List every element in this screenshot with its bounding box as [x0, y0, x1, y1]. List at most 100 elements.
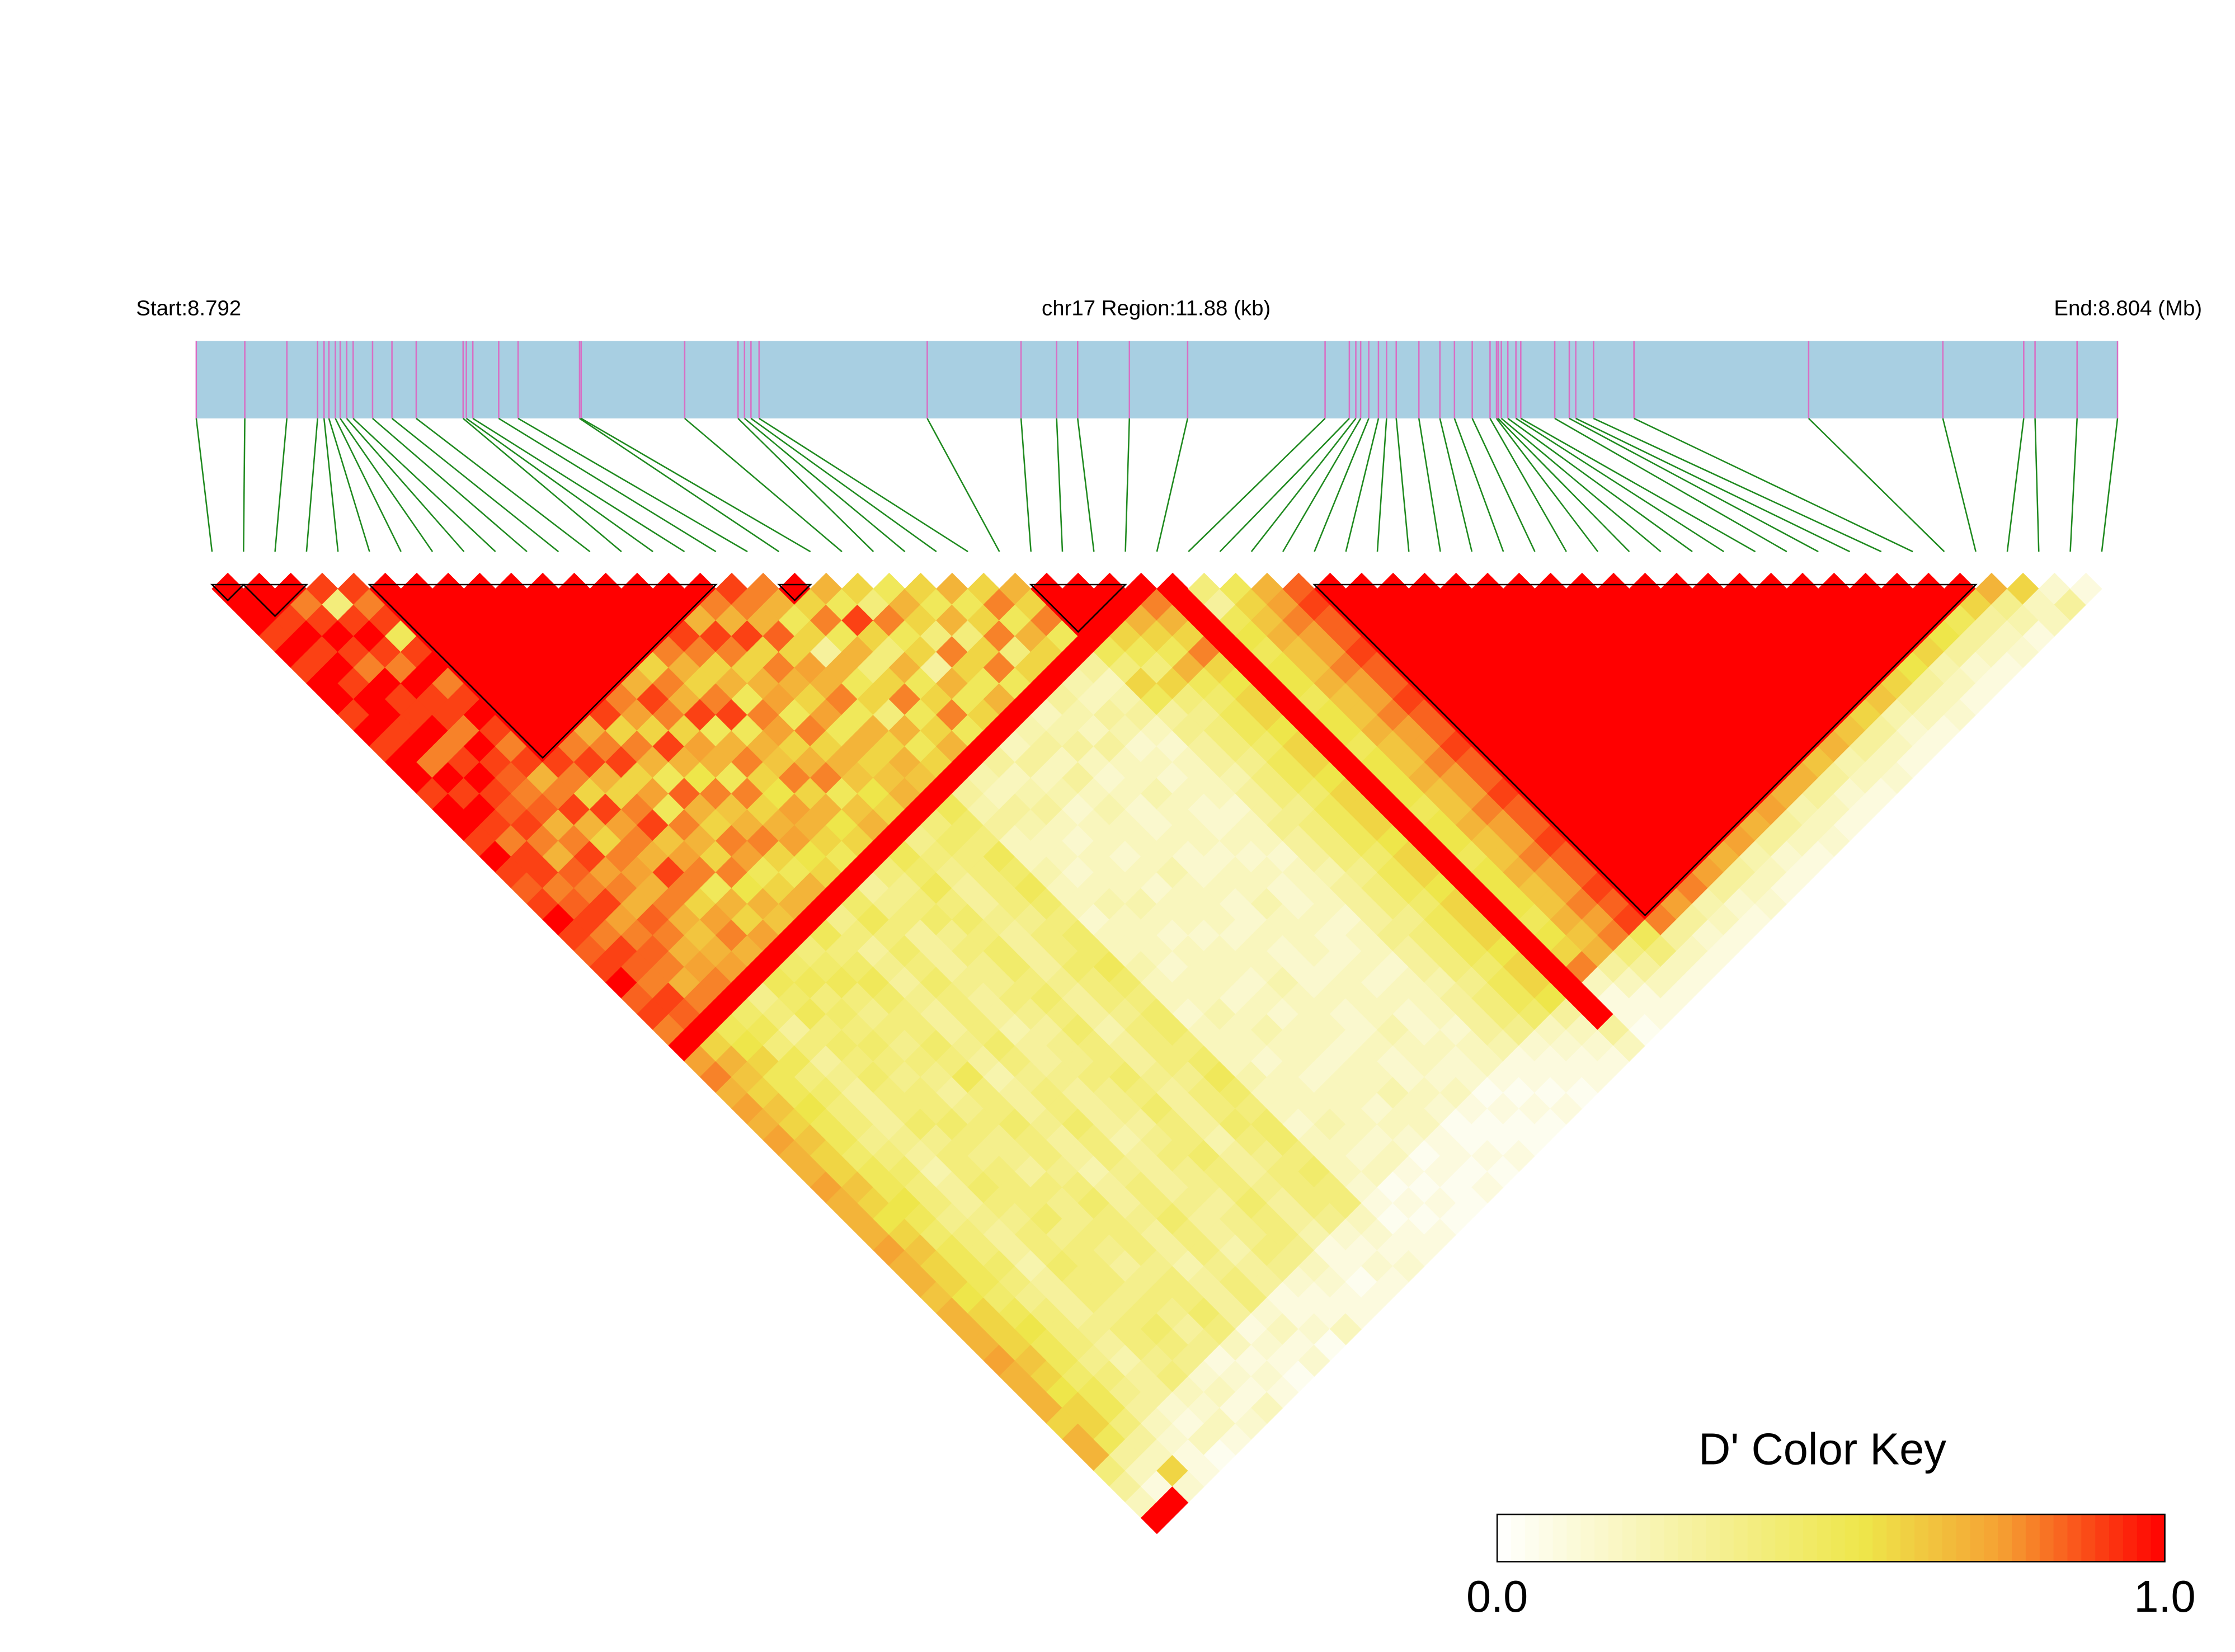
snp-connector — [1575, 417, 1851, 553]
color-key-step — [1552, 1514, 1568, 1562]
snp-connector — [759, 417, 968, 553]
snp-connector — [1634, 417, 1913, 553]
snp-connector — [195, 418, 213, 552]
color-key-step — [2012, 1514, 2026, 1562]
snp-connector — [1077, 418, 1095, 552]
snp-connector — [1188, 418, 1326, 553]
haplotype-block — [368, 583, 718, 759]
region-label: chr17 Region:11.88 (kb) — [1042, 296, 1271, 321]
snp-connector — [737, 418, 874, 553]
color-key-step — [1858, 1514, 1874, 1562]
color-key-step — [1956, 1514, 1971, 1562]
snp-connector — [1418, 418, 1441, 552]
color-key-step — [1678, 1514, 1692, 1562]
position-track — [196, 341, 2118, 418]
snp-connector — [243, 418, 246, 552]
snp-connector — [744, 417, 906, 553]
color-key-title: D' Color Key — [1698, 1424, 1946, 1474]
color-key-step — [1733, 1514, 1748, 1562]
color-key-step — [1594, 1514, 1609, 1562]
start-label: Start:8.792 — [136, 296, 241, 321]
color-key-step — [2067, 1514, 2082, 1562]
color-key-step — [2151, 1514, 2166, 1562]
color-key-step — [1580, 1514, 1595, 1562]
snp-connector — [1219, 418, 1350, 552]
color-key-step — [1803, 1514, 1818, 1562]
snp-connector — [1395, 418, 1410, 552]
color-key-step — [1636, 1514, 1651, 1562]
snp-connector — [462, 417, 622, 553]
snp-connector — [2034, 418, 2040, 552]
snp-connector — [2006, 418, 2025, 552]
snp-connector — [1515, 417, 1724, 553]
color-key-step — [1497, 1514, 1512, 1562]
snp-connector — [1495, 418, 1599, 552]
color-key-step — [1719, 1514, 1734, 1562]
snp-connector — [684, 417, 843, 553]
color-key-step — [1928, 1514, 1943, 1562]
color-key-step — [1789, 1514, 1804, 1562]
snp-connector — [1250, 418, 1357, 552]
snp-connector — [352, 417, 496, 553]
color-key-step — [1524, 1514, 1540, 1562]
color-key-step — [1942, 1514, 1957, 1562]
snp-connector — [1056, 418, 1064, 552]
snp-connector — [1808, 418, 1945, 553]
snp-connector — [372, 417, 528, 553]
ld-cell — [2069, 572, 2102, 605]
haplotype-block — [1029, 583, 1127, 633]
haplotype-block — [242, 583, 308, 618]
color-key-step — [2095, 1514, 2110, 1562]
color-key-step — [1817, 1514, 1832, 1562]
snp-connector — [498, 417, 717, 553]
color-key-step — [1538, 1514, 1554, 1562]
snp-connector — [1156, 418, 1189, 552]
color-key-step — [1872, 1514, 1888, 1562]
haplotype-block — [1312, 583, 1978, 916]
snp-connector — [1497, 418, 1630, 552]
snp-connector — [1453, 418, 1504, 552]
snp-connector — [1282, 418, 1362, 552]
snp-connector — [1507, 417, 1693, 553]
snp-connector — [465, 417, 653, 553]
snp-connector — [1942, 418, 1977, 552]
color-key-frame — [1496, 1513, 2166, 1562]
snp-connector — [750, 417, 937, 553]
snp-connector — [416, 417, 591, 553]
snp-connector — [391, 417, 559, 553]
snp-connector — [346, 418, 465, 552]
color-key-step — [1900, 1514, 1915, 1562]
snp-connector — [1489, 418, 1567, 552]
snp-connector — [1593, 417, 1882, 553]
snp-connector — [517, 417, 748, 553]
snp-connector — [328, 418, 370, 552]
snp-connector — [335, 418, 402, 552]
snp-connector — [1471, 418, 1536, 552]
color-key-step — [1970, 1514, 1985, 1562]
snp-connector — [1520, 417, 1756, 553]
color-key-step — [1692, 1514, 1706, 1562]
color-key-step — [1706, 1514, 1720, 1562]
snp-connector — [2069, 418, 2078, 552]
color-key-step — [1511, 1514, 1526, 1562]
snp-connector — [323, 418, 339, 552]
color-key-step — [1831, 1514, 1846, 1562]
snp-connector — [1569, 417, 1819, 553]
snp-connector — [1020, 418, 1032, 552]
end-label: End:8.804 (Mb) — [2054, 296, 2202, 321]
color-key-step — [1664, 1514, 1679, 1562]
color-key-step — [2081, 1514, 2096, 1562]
snp-connector — [340, 418, 434, 552]
color-key-step — [2039, 1514, 2054, 1562]
snp-connector — [1554, 417, 1787, 553]
color-key-step — [1984, 1514, 1998, 1562]
snp-connector — [926, 418, 1000, 552]
snp-connector — [1345, 418, 1380, 552]
color-key-step — [1747, 1514, 1762, 1562]
snp-connector — [1439, 418, 1473, 552]
snp-connector — [1376, 418, 1387, 552]
color-key-step — [2053, 1514, 2068, 1562]
color-key-step — [1998, 1514, 2012, 1562]
snp-connector — [1314, 418, 1370, 552]
color-key-step — [2025, 1514, 2040, 1562]
